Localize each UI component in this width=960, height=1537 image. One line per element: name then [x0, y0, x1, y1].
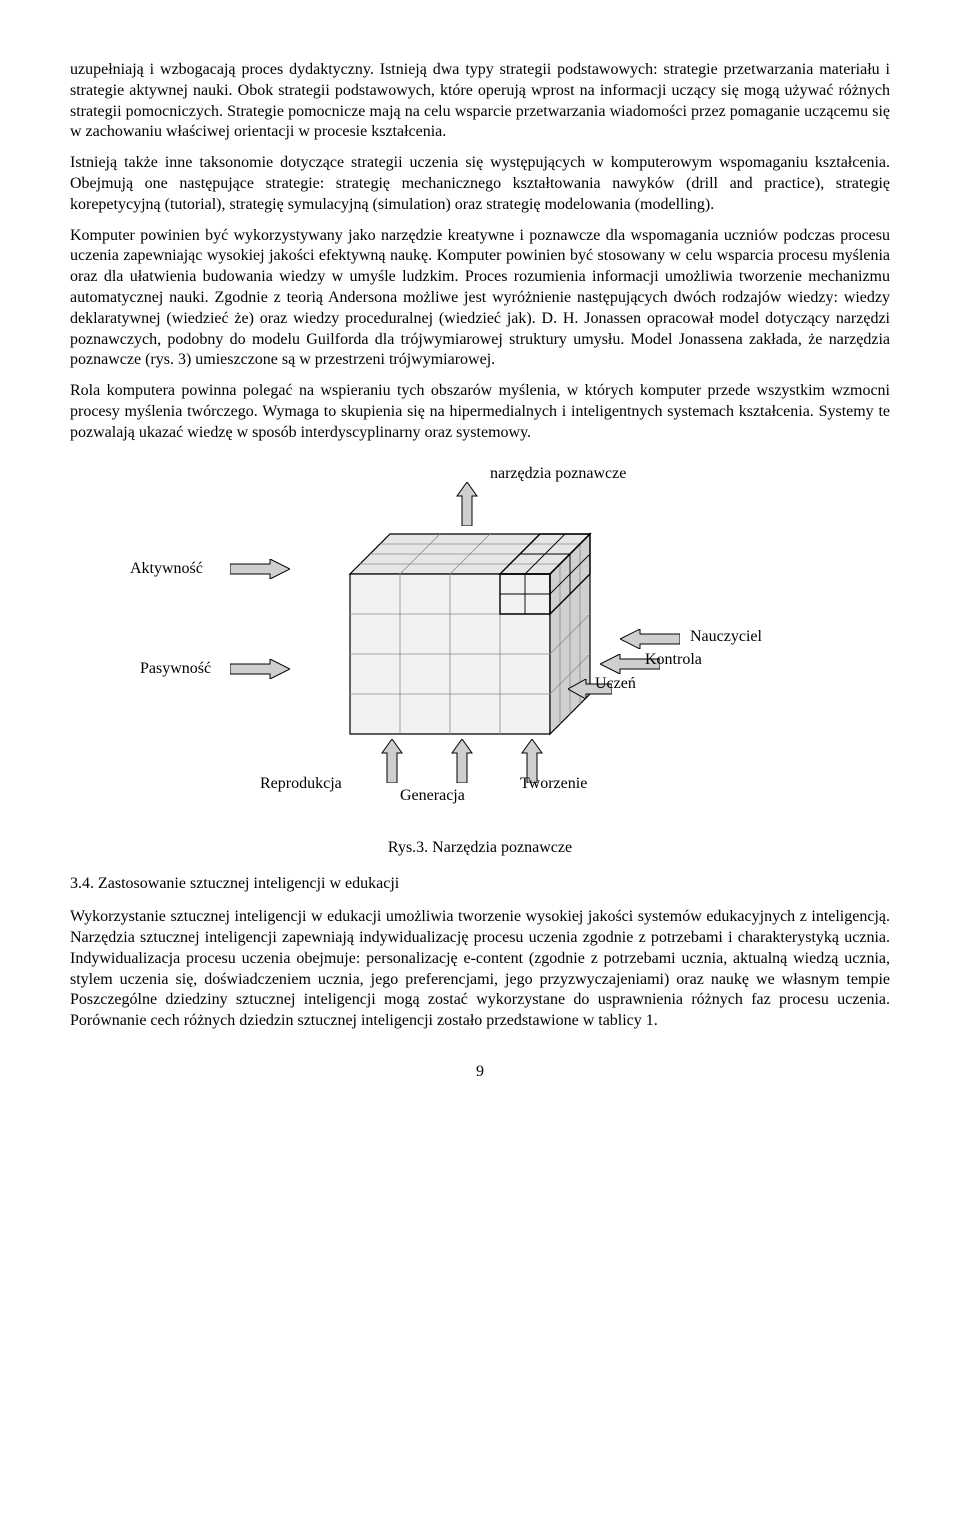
paragraph-1: uzupełniają i wzbogacają proces dydaktyc…	[70, 60, 890, 143]
label-nauczyciel: Nauczyciel	[690, 627, 762, 648]
paragraph-5: Wykorzystanie sztucznej inteligencji w e…	[70, 907, 890, 1032]
cognitive-tools-diagram: narzędzia poznawcze Aktywność Pasywność	[100, 464, 860, 824]
cube-icon	[330, 514, 610, 761]
arrow-up-icon	[380, 739, 404, 790]
page-number: 9	[70, 1062, 890, 1083]
arrow-right-icon	[230, 659, 290, 686]
paragraph-2: Istnieją także inne taksonomie dotyczące…	[70, 153, 890, 215]
arrow-right-icon	[230, 559, 290, 586]
label-pasywnosc: Pasywność	[140, 659, 211, 680]
section-heading: 3.4. Zastosowanie sztucznej inteligencji…	[70, 874, 890, 895]
arrow-up-icon	[450, 739, 474, 790]
label-kontrola: Kontrola	[645, 650, 702, 671]
label-tworzenie: Tworzenie	[520, 774, 587, 795]
label-aktywnosc: Aktywność	[130, 559, 203, 580]
paragraph-3: Komputer powinien być wykorzystywany jak…	[70, 226, 890, 372]
label-uczen: Uczeń	[595, 674, 636, 695]
label-narzedzia-poznawcze: narzędzia poznawcze	[490, 464, 626, 485]
label-generacja: Generacja	[400, 786, 465, 807]
figure-caption: Rys.3. Narzędzia poznawcze	[70, 838, 890, 859]
label-reprodukcja: Reprodukcja	[260, 774, 342, 795]
paragraph-4: Rola komputera powinna polegać na wspier…	[70, 381, 890, 443]
